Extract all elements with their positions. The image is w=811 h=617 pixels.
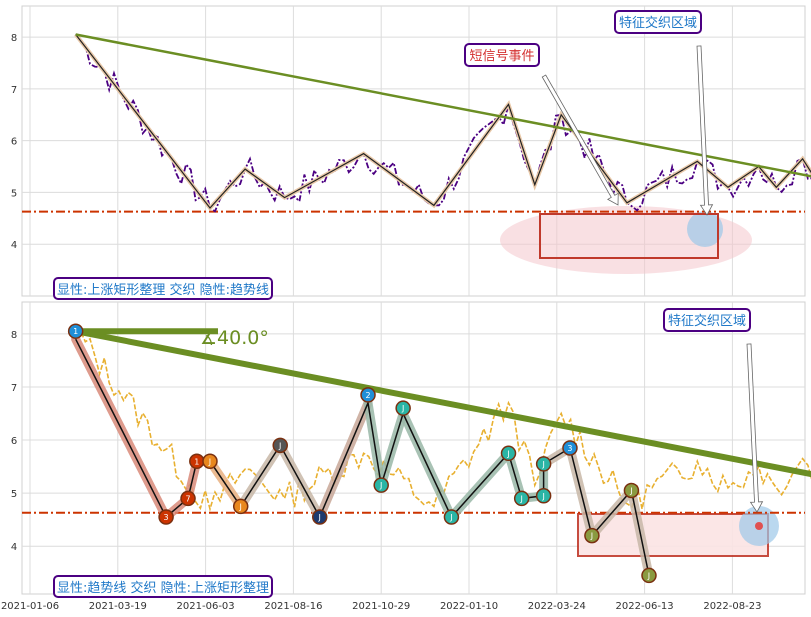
- pivot-marker: [202, 453, 218, 470]
- x-tick-label: 2022-01-10: [440, 601, 498, 612]
- trend-line: [75, 328, 811, 478]
- x-tick-label: 2021-01-06: [1, 601, 59, 612]
- bottom-feature-label: 特征交织区域: [663, 308, 751, 332]
- y-tick-label: 5: [11, 489, 17, 500]
- background-shapes: [500, 206, 779, 557]
- pivot-marker-label: J: [239, 502, 242, 511]
- x-tick-label: 2021-06-03: [177, 601, 235, 612]
- pivot-marker-label: 3: [164, 513, 169, 522]
- pivot-marker-label: J: [506, 449, 509, 458]
- pivot-marker-label: J: [401, 404, 404, 413]
- pivot-marker-label: J: [449, 513, 452, 522]
- y-tick-label: 7: [11, 383, 17, 394]
- pivot-marker-label: J: [278, 441, 281, 450]
- pivot-marker: [500, 445, 517, 462]
- pivot-marker: [443, 509, 460, 525]
- y-tick-label: 7: [11, 85, 17, 96]
- price-series: [75, 329, 811, 513]
- pivot-marker: [395, 400, 411, 416]
- signal-event-text: 短信号事件: [469, 49, 534, 64]
- pivot-marker: [584, 527, 600, 544]
- top-pattern-label: 显性:上涨矩形整理 交织 隐性:趋势线: [53, 277, 273, 300]
- y-tick-label: 8: [11, 330, 17, 341]
- y-tick-label: 5: [11, 188, 17, 199]
- pivot-marker: [232, 498, 249, 515]
- pivot-marker-label: 2: [365, 391, 370, 400]
- pivot-marker-label: 3: [567, 444, 572, 453]
- x-tick-label: 2021-03-19: [89, 601, 147, 612]
- pivot-marker: [180, 490, 196, 507]
- pivot-marker: [623, 482, 640, 499]
- feature-zone-circle: [687, 211, 723, 247]
- angle-label: ∡40.0°: [200, 327, 269, 349]
- pivot-marker-label: J: [379, 481, 382, 490]
- signal-arrow: [541, 74, 619, 206]
- bottom-panel-frame: [21, 301, 806, 595]
- pivot-marker: [311, 509, 328, 525]
- pivot-marker: [641, 567, 657, 584]
- rect-consolidation-box: [539, 213, 719, 259]
- x-tick-label: 2021-08-16: [264, 601, 322, 612]
- x-tick-label: 2021-10-29: [352, 601, 410, 612]
- pivot-marker-label: 7: [185, 494, 190, 503]
- pivot-marker-label: J: [318, 513, 321, 522]
- pivot-marker: [535, 456, 552, 472]
- pivot-marker-label: 1: [73, 327, 78, 336]
- pivot-marker-label: 1: [194, 457, 199, 466]
- series-layer: [22, 33, 811, 580]
- pivot-marker-label: J: [541, 460, 544, 469]
- pivot-marker: [158, 509, 174, 525]
- pivot-marker: [360, 387, 376, 403]
- y-tick-label: 8: [11, 33, 17, 44]
- y-tick-label: 4: [11, 240, 17, 251]
- pivot-marker-label: J: [629, 486, 632, 495]
- x-tick-label: 2022-03-24: [528, 601, 586, 612]
- pivot-marker: [272, 437, 288, 454]
- pivot-marker: [513, 490, 530, 507]
- top-feature-arrow: [696, 45, 714, 216]
- pivot-marker: [373, 477, 389, 493]
- y-tick-label: 4: [11, 542, 17, 553]
- x-tick-label: 2022-08-23: [703, 601, 761, 612]
- pivot-marker-label: J: [520, 494, 523, 503]
- y-tick-label: 6: [11, 436, 17, 447]
- top-pattern-text: 显性:上涨矩形整理 交织 隐性:趋势线: [57, 282, 269, 298]
- pivot-marker: [67, 323, 84, 339]
- tick-layer: 4 5 6 7 8 4 5 6 7 8 2021-01-06 2021-03-19 2021-06-03…: [1, 33, 762, 612]
- bottom-feature-arrow: [746, 343, 764, 513]
- x-tick-label: 2022-06-13: [616, 601, 674, 612]
- pivot-marker-label: J: [590, 532, 593, 541]
- feature-point: [755, 522, 763, 530]
- trend-line: [75, 33, 811, 178]
- pivot-marker-label: J: [208, 457, 211, 466]
- bottom-pattern-label: 显性:趋势线 交织 隐性:上涨矩形整理: [53, 575, 273, 598]
- bottom-feature-text: 特征交织区域: [668, 313, 746, 329]
- y-tick-label: 6: [11, 137, 17, 148]
- top-panel-frame: [21, 5, 806, 297]
- price-series: [74, 33, 811, 213]
- pivot-marker-label: J: [541, 492, 544, 501]
- pivot-marker-label: J: [647, 571, 650, 580]
- pivot-marker: [535, 488, 552, 504]
- bottom-pattern-text: 显性:趋势线 交织 隐性:上涨矩形整理: [57, 580, 269, 596]
- zigzag-line: [75, 34, 811, 209]
- top-feature-label: 特征交织区域: [614, 10, 702, 34]
- signal-event-label: 短信号事件: [464, 43, 540, 67]
- top-feature-text: 特征交织区域: [619, 15, 697, 31]
- pivot-marker: [562, 440, 578, 456]
